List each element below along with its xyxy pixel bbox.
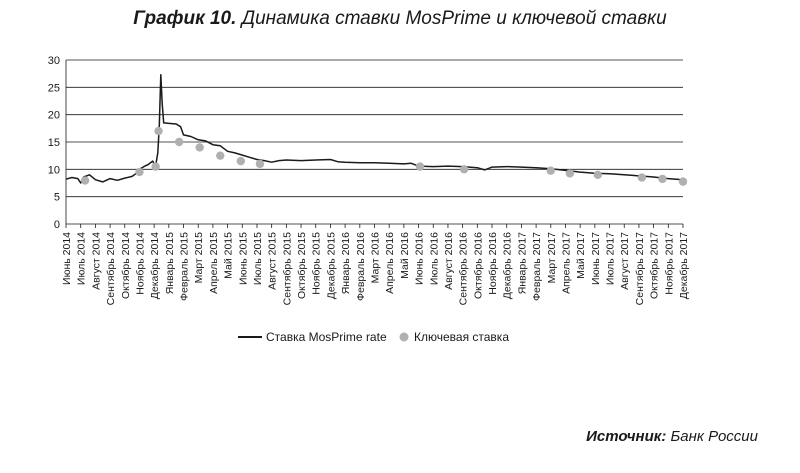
y-tick-label: 5 [54, 192, 60, 204]
data-point-key-rate [80, 176, 90, 185]
data-point-key-rate [546, 166, 555, 175]
data-point-key-rate [459, 165, 469, 174]
x-tick-label: Май 2015 [223, 232, 235, 279]
x-tick-label: Апрель 2015 [208, 232, 220, 294]
x-tick-label: Январь 2015 [164, 232, 176, 294]
x-tick-label: Март 2016 [370, 232, 382, 284]
x-tick-label: Ноябрь 2017 [663, 232, 675, 295]
x-tick-label: Июнь 2016 [414, 232, 426, 285]
source-label: Источник: [586, 428, 667, 445]
series-line-mosprime [65, 74, 684, 184]
x-tick-label: Апрель 2017 [560, 232, 572, 294]
legend-label-key-rate: Ключевая ставка [414, 330, 509, 344]
x-tick-label: Июль 2015 [252, 232, 264, 285]
source-text: Банк России [670, 428, 758, 445]
x-tick-label: Апрель 2016 [384, 232, 396, 294]
x-tick-label: Сентябрь 2015 [281, 232, 293, 305]
data-point-key-rate [154, 126, 163, 136]
x-tick-label: Февраль 2016 [355, 232, 367, 301]
x-tick-label: Март 2015 [193, 232, 205, 284]
x-tick-label: Август 2015 [267, 232, 279, 290]
x-tick-label: Октябрь 2015 [296, 232, 308, 299]
x-tick-label: Ноябрь 2016 [487, 232, 499, 295]
data-point-key-rate [658, 174, 667, 184]
x-tick-label: Ноябрь 2014 [134, 232, 146, 295]
x-tick-label: Октябрь 2016 [472, 232, 484, 299]
x-tick-label: Июль 2014 [76, 232, 88, 285]
y-tick-label: 20 [48, 110, 60, 122]
x-tick-label: Декабрь 2014 [149, 232, 161, 299]
x-tick-label: Октябрь 2017 [649, 232, 661, 299]
x-tick-label: Август 2014 [90, 232, 102, 290]
chart-title-number: График 10. [133, 8, 237, 29]
data-point-key-rate [174, 137, 184, 147]
x-tick-label: Сентябрь 2016 [458, 232, 470, 305]
source-note: Источник: Банк России [586, 428, 758, 445]
data-point-key-rate [637, 173, 647, 182]
data-point-key-rate [593, 170, 602, 179]
legend-marker-swatch [399, 332, 409, 342]
data-point-key-rate [216, 151, 225, 160]
x-tick-label: Июль 2017 [605, 232, 617, 285]
x-tick-label: Ноябрь 2015 [311, 232, 323, 295]
data-point-key-rate [236, 156, 246, 166]
data-point-key-rate [565, 169, 575, 178]
y-tick-label: 0 [54, 219, 60, 231]
data-point-key-rate [135, 167, 144, 177]
x-tick-label: Июнь 2015 [237, 232, 249, 285]
y-tick-label: 15 [48, 137, 60, 149]
y-tick-label: 30 [48, 55, 60, 67]
x-tick-label: Декабрь 2017 [678, 232, 690, 299]
chart-title-text: Динамика ставки MosPrime и ключевой став… [241, 8, 667, 29]
x-tick-label: Январь 2016 [340, 232, 352, 294]
x-tick-label: Сентябрь 2014 [105, 232, 117, 305]
x-tick-label: Июнь 2017 [590, 232, 602, 285]
data-point-key-rate [151, 162, 160, 171]
y-tick-label: 25 [48, 82, 60, 94]
x-tick-label: Май 2017 [575, 232, 587, 279]
data-point-key-rate [415, 162, 425, 171]
x-tick-label: Февраль 2015 [179, 232, 191, 301]
data-point-key-rate [255, 159, 265, 169]
x-tick-label: Январь 2017 [516, 232, 528, 294]
data-point-key-rate [678, 177, 688, 186]
x-tick-label: Май 2016 [399, 232, 411, 279]
x-tick-label: Декабрь 2016 [502, 232, 514, 299]
chart-title: График 10. Динамика ставки MosPrime и кл… [0, 8, 800, 30]
x-tick-label: Октябрь 2014 [120, 232, 132, 299]
x-tick-label: Июль 2016 [428, 232, 440, 285]
x-tick-label: Август 2017 [619, 232, 631, 290]
x-tick-label: Август 2016 [443, 232, 455, 290]
y-tick-label: 10 [48, 164, 60, 176]
x-tick-label: Декабрь 2015 [325, 232, 337, 299]
x-tick-label: Февраль 2017 [531, 232, 543, 301]
x-tick-label: Март 2017 [546, 232, 558, 284]
x-tick-label: Июнь 2014 [61, 232, 73, 285]
data-point-key-rate [195, 143, 204, 152]
legend-label-mosprime: Ставка MosPrime rate [266, 330, 387, 344]
x-tick-label: Сентябрь 2017 [634, 232, 646, 305]
